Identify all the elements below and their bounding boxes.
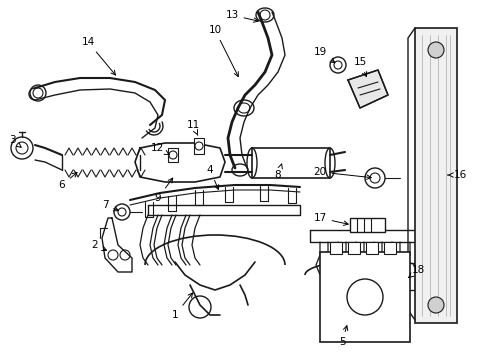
- Text: 5: 5: [338, 326, 347, 347]
- Bar: [194, 138, 203, 154]
- Text: 11: 11: [186, 120, 199, 135]
- Text: 1: 1: [171, 293, 192, 320]
- Circle shape: [427, 42, 443, 58]
- Bar: [365, 242, 377, 254]
- Bar: [414, 28, 456, 323]
- Text: 2: 2: [92, 240, 106, 251]
- Text: 6: 6: [59, 172, 77, 190]
- Bar: [349, 218, 384, 232]
- Text: 3: 3: [9, 135, 21, 147]
- Text: 4: 4: [206, 165, 218, 189]
- Text: 14: 14: [81, 37, 115, 75]
- Text: 7: 7: [102, 200, 118, 211]
- Text: 10: 10: [208, 25, 238, 77]
- Text: 12: 12: [150, 143, 169, 154]
- Text: 13: 13: [225, 10, 258, 22]
- Text: 19: 19: [313, 47, 334, 63]
- Bar: [383, 242, 395, 254]
- Text: 9: 9: [154, 178, 172, 203]
- Bar: [329, 242, 341, 254]
- Text: 20: 20: [313, 167, 370, 179]
- Text: 16: 16: [447, 170, 466, 180]
- Bar: [168, 148, 178, 162]
- Polygon shape: [347, 70, 387, 108]
- Text: 15: 15: [353, 57, 366, 76]
- Bar: [319, 252, 409, 342]
- Bar: [347, 242, 359, 254]
- Text: 17: 17: [313, 213, 347, 225]
- Circle shape: [427, 297, 443, 313]
- Text: 18: 18: [407, 265, 424, 278]
- Text: 8: 8: [274, 164, 282, 180]
